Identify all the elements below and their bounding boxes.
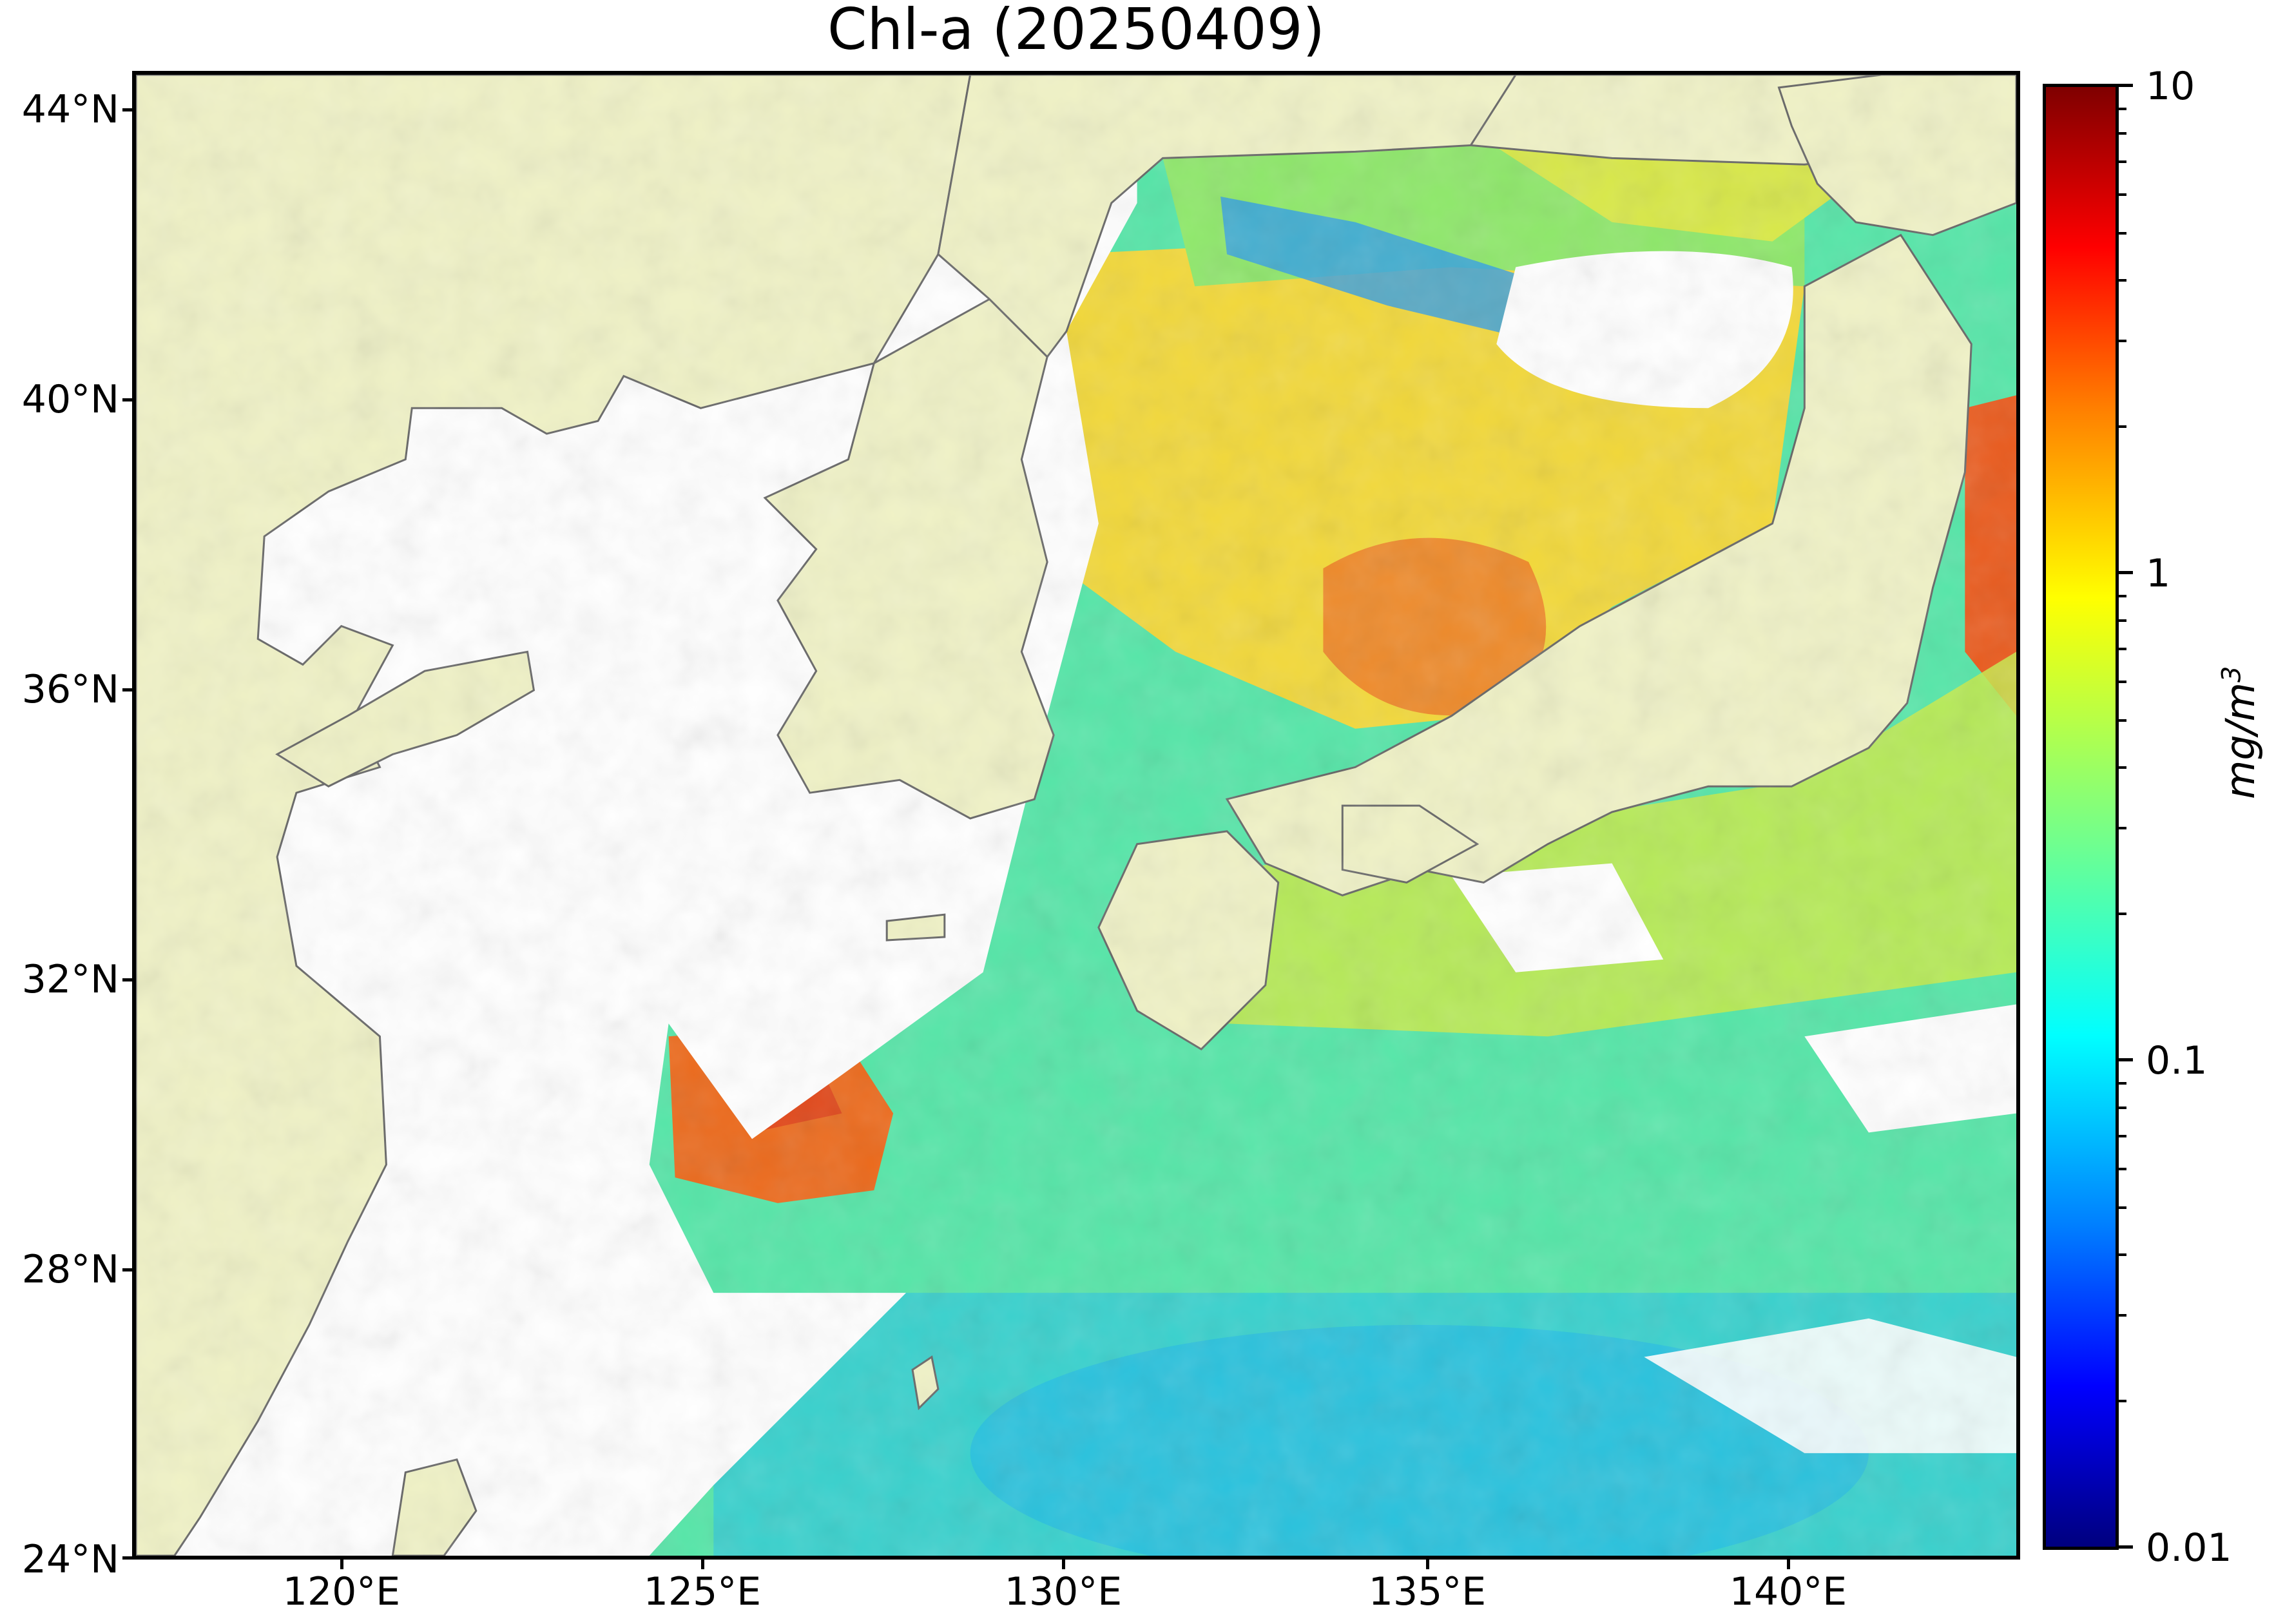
lat-tick-36 <box>122 688 132 691</box>
cb-tick-10 <box>2119 84 2133 87</box>
cb-minor-tick <box>2119 232 2126 235</box>
lon-tick-125 <box>701 1560 704 1569</box>
lat-label-40: 40°N <box>21 377 119 422</box>
lat-label-36: 36°N <box>21 667 119 712</box>
lat-label-44: 44°N <box>21 87 119 132</box>
cb-tick-1 <box>2119 571 2133 574</box>
cb-minor-tick <box>2119 193 2126 196</box>
cb-minor-tick <box>2119 160 2126 163</box>
map-title: Chl-a (20250409) <box>827 0 1325 63</box>
map-plot-area[interactable] <box>132 71 2020 1560</box>
lon-label-130: 130°E <box>1004 1569 1123 1614</box>
cb-minor-tick <box>2119 1253 2126 1256</box>
cb-minor-tick <box>2119 648 2126 650</box>
cb-minor-tick <box>2119 1206 2126 1209</box>
lon-label-140: 140°E <box>1729 1569 1847 1614</box>
lat-tick-28 <box>122 1268 132 1271</box>
cb-minor-tick <box>2119 595 2126 597</box>
cb-minor-tick <box>2119 766 2126 769</box>
lon-label-120: 120°E <box>282 1569 401 1614</box>
cb-minor-tick <box>2119 1082 2126 1085</box>
cb-minor-tick <box>2119 425 2126 428</box>
colorbar <box>2043 84 2119 1550</box>
cb-minor-tick <box>2119 1314 2126 1317</box>
unit-base: mg/m <box>2217 682 2264 799</box>
colorbar-unit-label: mg/m3 <box>2217 666 2264 800</box>
lon-label-125: 125°E <box>643 1569 762 1614</box>
cb-label-0.01: 0.01 <box>2146 1525 2232 1571</box>
cb-minor-tick <box>2119 132 2126 135</box>
cb-label-0.1: 0.1 <box>2146 1038 2208 1083</box>
lat-tick-40 <box>122 398 132 401</box>
cb-minor-tick <box>2119 1107 2126 1109</box>
unit-exponent: 3 <box>2217 666 2247 682</box>
cb-minor-tick <box>2119 340 2126 342</box>
cb-label-1: 1 <box>2146 551 2171 596</box>
cb-minor-tick <box>2119 827 2126 829</box>
lat-label-32: 32°N <box>21 957 119 1002</box>
lon-tick-130 <box>1062 1560 1065 1569</box>
lon-label-135: 135°E <box>1368 1569 1487 1614</box>
lon-tick-135 <box>1426 1560 1429 1569</box>
cb-minor-tick <box>2119 1168 2126 1170</box>
lon-tick-140 <box>1787 1560 1790 1569</box>
cb-minor-tick <box>2119 619 2126 622</box>
cb-label-10: 10 <box>2146 64 2195 109</box>
chlorophyll-map <box>136 75 2016 1556</box>
cb-minor-tick <box>2119 681 2126 683</box>
lat-label-28: 28°N <box>21 1247 119 1292</box>
lat-tick-44 <box>122 108 132 111</box>
cb-minor-tick <box>2119 1135 2126 1137</box>
lat-tick-32 <box>122 978 132 981</box>
lat-tick-24 <box>122 1556 132 1560</box>
cb-minor-tick <box>2119 108 2126 110</box>
cb-minor-tick <box>2119 719 2126 722</box>
lon-tick-120 <box>340 1560 343 1569</box>
texture-overlay <box>136 75 2016 1556</box>
cb-tick-0.1 <box>2119 1058 2133 1061</box>
cb-tick-0.01 <box>2119 1545 2133 1549</box>
cb-minor-tick <box>2119 913 2126 915</box>
lat-label-24: 24°N <box>21 1537 119 1582</box>
cb-minor-tick <box>2119 279 2126 282</box>
cb-minor-tick <box>2119 1400 2126 1402</box>
